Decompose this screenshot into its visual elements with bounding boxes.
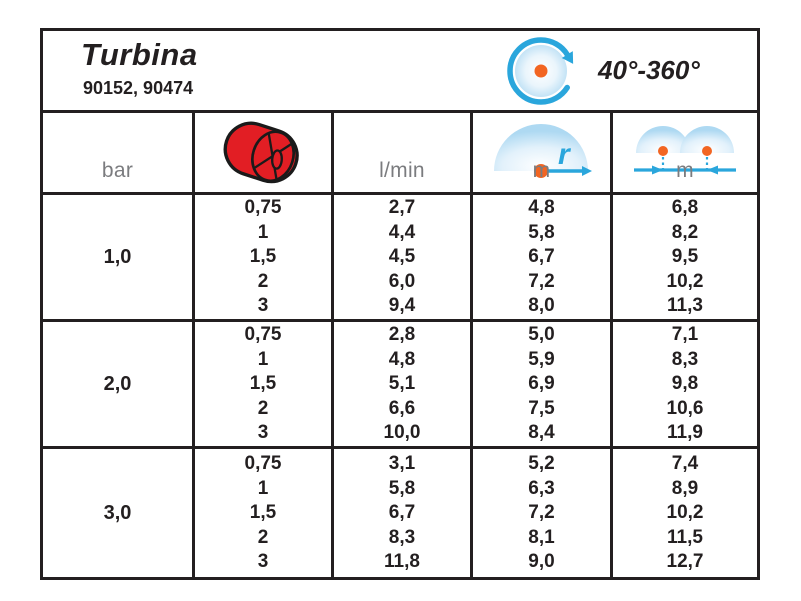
title-block: Turbina 90152, 90474 40°-360° bbox=[43, 31, 757, 113]
diameter-values-cell: 7,1 8,3 9,8 10,6 11,9 bbox=[610, 322, 757, 446]
value-line: 6,3 bbox=[528, 477, 555, 499]
value-line: 4,4 bbox=[388, 221, 416, 243]
radius-values-cell: 5,2 6,3 7,2 8,1 9,0 bbox=[470, 449, 610, 577]
value-line: 4,8 bbox=[388, 348, 416, 370]
value-line: 6,6 bbox=[388, 397, 416, 419]
flow-unit-label: l/min bbox=[379, 159, 425, 182]
value-line: 12,7 bbox=[666, 551, 704, 573]
value-line: 8,3 bbox=[388, 526, 416, 548]
diameter-values-cell: 7,4 8,9 10,2 11,5 12,7 bbox=[610, 449, 757, 577]
header-cell-diameter: m bbox=[610, 113, 757, 192]
value-line: 5,0 bbox=[528, 324, 555, 346]
sprinkler-spacing-icon bbox=[613, 120, 757, 178]
value-line: 8,2 bbox=[671, 221, 699, 243]
value-line: 0,75 bbox=[244, 197, 282, 219]
flow-values-cell: 3,1 5,8 6,7 8,3 11,8 bbox=[331, 449, 470, 577]
value-line: 5,2 bbox=[528, 453, 555, 475]
value-line: 3 bbox=[257, 422, 269, 444]
nozzle-sizes-cell: 0,75 1 1,5 2 3 bbox=[192, 449, 331, 577]
value-line: 1,5 bbox=[249, 502, 277, 524]
product-model-numbers: 90152, 90474 bbox=[83, 78, 194, 98]
value-line: 9,8 bbox=[671, 373, 699, 395]
value-line: 1 bbox=[257, 221, 269, 243]
red-nozzle-icon bbox=[195, 120, 331, 186]
value-line: 8,4 bbox=[528, 422, 555, 444]
product-title: Turbina bbox=[81, 37, 198, 72]
value-line: 1 bbox=[257, 477, 269, 499]
value-line: 2,7 bbox=[388, 197, 416, 219]
value-line: 6,8 bbox=[671, 197, 699, 219]
value-line: 1,5 bbox=[249, 373, 277, 395]
value-line: 11,8 bbox=[384, 551, 420, 573]
value-line: 7,1 bbox=[671, 324, 699, 346]
value-line: 8,3 bbox=[671, 348, 699, 370]
value-line: 8,1 bbox=[528, 526, 555, 548]
value-line: 7,2 bbox=[528, 502, 555, 524]
pressure-value: 1,0 bbox=[103, 245, 132, 268]
rotating-sprinkler-icon bbox=[504, 34, 578, 108]
value-line: 5,1 bbox=[388, 373, 416, 395]
value-line: 11,5 bbox=[667, 526, 703, 548]
value-line: 2 bbox=[257, 526, 269, 548]
value-line: 11,9 bbox=[667, 422, 703, 444]
header-cell-radius: r m bbox=[470, 113, 610, 192]
table-header-row: bar l/min bbox=[43, 113, 757, 195]
pressure-value: 2,0 bbox=[103, 372, 132, 395]
value-line: 1,5 bbox=[249, 246, 277, 268]
value-line: 6,7 bbox=[528, 246, 555, 268]
header-cell-flow: l/min bbox=[331, 113, 470, 192]
nozzle-sizes-cell: 0,75 1 1,5 2 3 bbox=[192, 195, 331, 319]
value-line: 8,0 bbox=[528, 295, 555, 317]
header-cell-pressure: bar bbox=[43, 113, 192, 192]
value-line: 6,0 bbox=[388, 270, 416, 292]
value-line: 6,9 bbox=[528, 373, 555, 395]
value-line: 3 bbox=[257, 551, 269, 573]
value-line: 9,0 bbox=[528, 551, 555, 573]
value-line: 4,5 bbox=[388, 246, 416, 268]
value-line: 3 bbox=[257, 295, 269, 317]
value-line: 1 bbox=[257, 348, 269, 370]
flow-values-cell: 2,7 4,4 4,5 6,0 9,4 bbox=[331, 195, 470, 319]
diameter-unit-label: m bbox=[676, 159, 694, 182]
value-line: 11,3 bbox=[667, 295, 703, 317]
value-line: 5,8 bbox=[388, 477, 416, 499]
pressure-unit-label: bar bbox=[101, 159, 134, 182]
radius-values-cell: 5,0 5,9 6,9 7,5 8,4 bbox=[470, 322, 610, 446]
value-line: 9,5 bbox=[671, 246, 699, 268]
value-line: 10,0 bbox=[383, 422, 421, 444]
value-line: 5,8 bbox=[528, 221, 555, 243]
rotation-range-label: 40°-360° bbox=[598, 55, 700, 85]
table-row: 1,0 0,75 1 1,5 2 3 2,7 4,4 4,5 6,0 9,4 4,8 5,8 6,7… bbox=[43, 195, 757, 322]
flow-values-cell: 2,8 4,8 5,1 6,6 10,0 bbox=[331, 322, 470, 446]
value-line: 2 bbox=[257, 397, 269, 419]
value-line: 10,2 bbox=[666, 502, 704, 524]
value-line: 6,7 bbox=[388, 502, 416, 524]
throw-radius-icon: r bbox=[473, 120, 610, 178]
value-line: 7,5 bbox=[528, 397, 555, 419]
value-line: 10,6 bbox=[666, 397, 704, 419]
table-row: 2,0 0,75 1 1,5 2 3 2,8 4,8 5,1 6,6 10,0 5,0 5,9 6,… bbox=[43, 322, 757, 449]
value-line: 2,8 bbox=[388, 324, 416, 346]
value-line: 8,9 bbox=[671, 477, 699, 499]
value-line: 0,75 bbox=[244, 453, 282, 475]
table-row: 3,0 0,75 1 1,5 2 3 3,1 5,8 6,7 8,3 11,8 5,2 6,3 7,… bbox=[43, 449, 757, 577]
radius-letter: r bbox=[558, 138, 572, 171]
value-line: 2 bbox=[257, 270, 269, 292]
spec-sheet: Turbina 90152, 90474 40°-360° bbox=[40, 28, 760, 580]
value-line: 3,1 bbox=[388, 453, 416, 475]
value-line: 7,4 bbox=[671, 453, 699, 475]
value-line: 4,8 bbox=[528, 197, 555, 219]
radius-values-cell: 4,8 5,8 6,7 7,2 8,0 bbox=[470, 195, 610, 319]
radius-unit-label: m bbox=[532, 159, 551, 182]
value-line: 9,4 bbox=[388, 295, 416, 317]
nozzle-sizes-cell: 0,75 1 1,5 2 3 bbox=[192, 322, 331, 446]
value-line: 7,2 bbox=[528, 270, 555, 292]
value-line: 0,75 bbox=[244, 324, 282, 346]
value-line: 10,2 bbox=[666, 270, 704, 292]
header-cell-nozzle bbox=[192, 113, 331, 192]
value-line: 5,9 bbox=[528, 348, 555, 370]
diameter-values-cell: 6,8 8,2 9,5 10,2 11,3 bbox=[610, 195, 757, 319]
pressure-value: 3,0 bbox=[103, 501, 132, 524]
